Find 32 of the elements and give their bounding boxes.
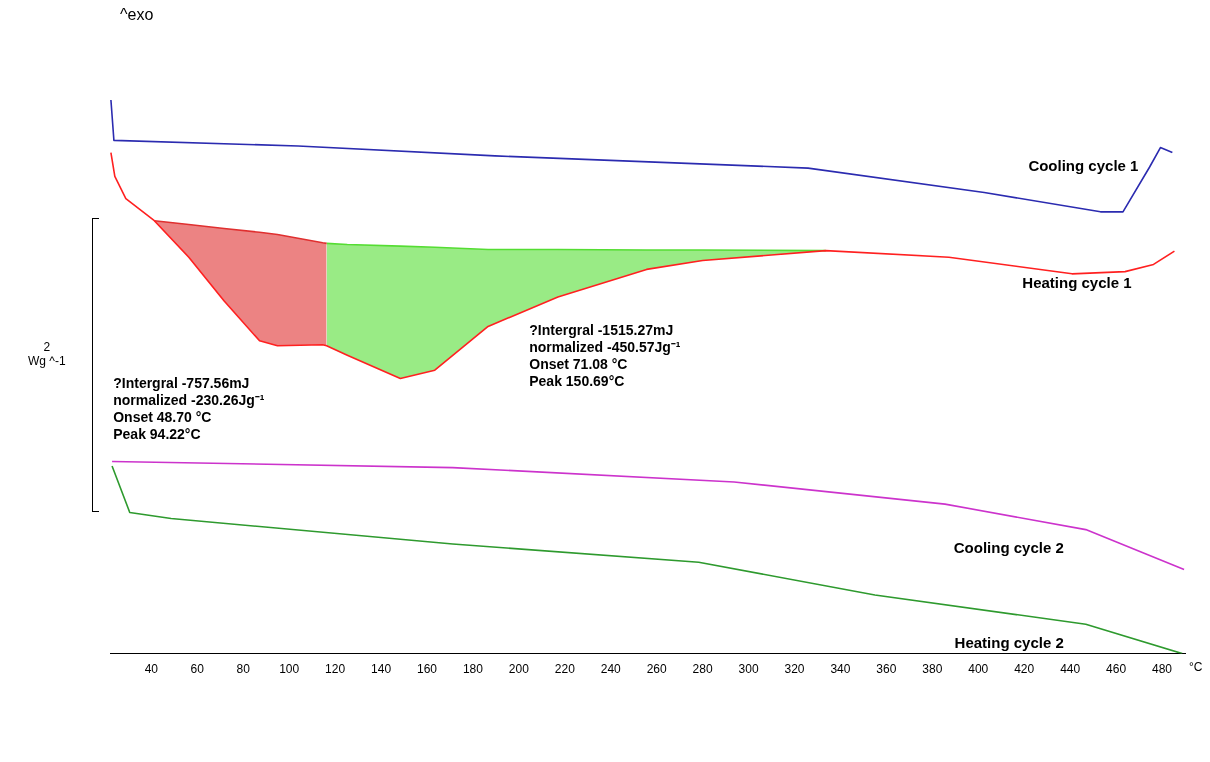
x-tick-label: 280: [692, 662, 713, 677]
x-tick-label: 380: [922, 662, 943, 677]
x-tick-label: 240: [600, 662, 622, 677]
y-axis-title: 2 Wg ^-1: [28, 340, 66, 368]
x-tick-label: 300: [738, 662, 759, 677]
series-label: Heating cycle 2: [954, 633, 1064, 651]
x-tick-label: 40: [144, 662, 159, 677]
x-tick-label: 120: [325, 662, 346, 677]
x-tick-label: 220: [554, 662, 576, 677]
x-axis-title: °C: [1189, 659, 1203, 674]
x-tick-label: 160: [416, 662, 438, 677]
x-tick-label: 100: [279, 662, 300, 677]
text: ^exo: [120, 6, 154, 24]
x-tick-label: 320: [784, 662, 805, 677]
x-tick-label: 440: [1060, 662, 1081, 677]
series-label: Heating cycle 1: [1022, 274, 1132, 292]
x-tick-label: 200: [508, 662, 530, 677]
x-tick-label: 180: [462, 662, 484, 677]
x-tick-label: 420: [1014, 662, 1035, 677]
x-tick-label: 340: [830, 662, 851, 677]
x-tick-label: 80: [236, 662, 251, 677]
series-label: Cooling cycle 1: [1028, 157, 1139, 175]
x-tick-label: 260: [646, 662, 668, 677]
x-tick-label: 460: [1106, 662, 1127, 677]
series-label: Cooling cycle 2: [953, 539, 1064, 557]
x-tick-label: 480: [1152, 662, 1173, 677]
x-tick-label: 400: [968, 662, 989, 677]
annotation: ?Intergral -1515.27mJ normalized -450.57Jg⁻¹ Onset 71.08 °C Peak 150.69°C: [529, 322, 681, 390]
x-tick-label: 360: [876, 662, 897, 677]
x-tick-label: 60: [190, 662, 205, 677]
annotation: ?Intergral -757.56mJ normalized -230.26Jg⁻¹ Onset 48.70 °C Peak 94.22°C: [113, 374, 265, 442]
x-tick-label: 140: [371, 662, 392, 677]
